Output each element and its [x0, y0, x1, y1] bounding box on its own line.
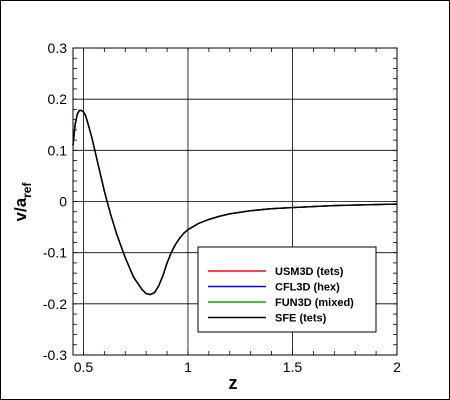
x-tick-labels: 0.5 1 1.5 2: [74, 359, 401, 375]
y-axis-title-main: v/a: [11, 197, 30, 221]
plot-area-border: [72, 47, 398, 356]
legend-label: FUN3D (mixed): [275, 297, 354, 309]
legend: USM3D (tets) CFL3D (hex) FUN3D (mixed) SFE …: [197, 246, 377, 333]
x-tick-label: 1: [184, 359, 192, 375]
legend-label: CFL3D (hex): [275, 282, 340, 294]
x-tick-label: 1.5: [283, 359, 303, 375]
x-axis-title: z: [229, 373, 238, 393]
legend-label: SFE (tets): [275, 313, 327, 325]
legend-label: USM3D (tets): [275, 266, 344, 278]
series-layer: [72, 109, 398, 296]
y-tick-label: -0.2: [43, 296, 67, 312]
y-axis-title-subscript: ref: [20, 182, 34, 198]
series-line-sfe-tets: [72, 109, 398, 296]
y-tick-label: 0.1: [48, 142, 68, 158]
y-tick-label: 0.3: [48, 40, 68, 56]
x-tick-label: 0.5: [74, 359, 94, 375]
svg-text:v/aref: v/aref: [11, 182, 34, 222]
x-tick-label: 2: [393, 359, 401, 375]
y-tick-label: -0.3: [43, 347, 67, 363]
y-tick-labels: -0.3 -0.2 -0.1 0 0.1 0.2 0.3: [43, 40, 67, 363]
y-tick-label: 0.2: [48, 91, 68, 107]
y-tick-label: -0.1: [43, 245, 67, 261]
y-tick-label: 0: [59, 194, 67, 210]
y-axis-title: v/aref: [11, 182, 34, 222]
